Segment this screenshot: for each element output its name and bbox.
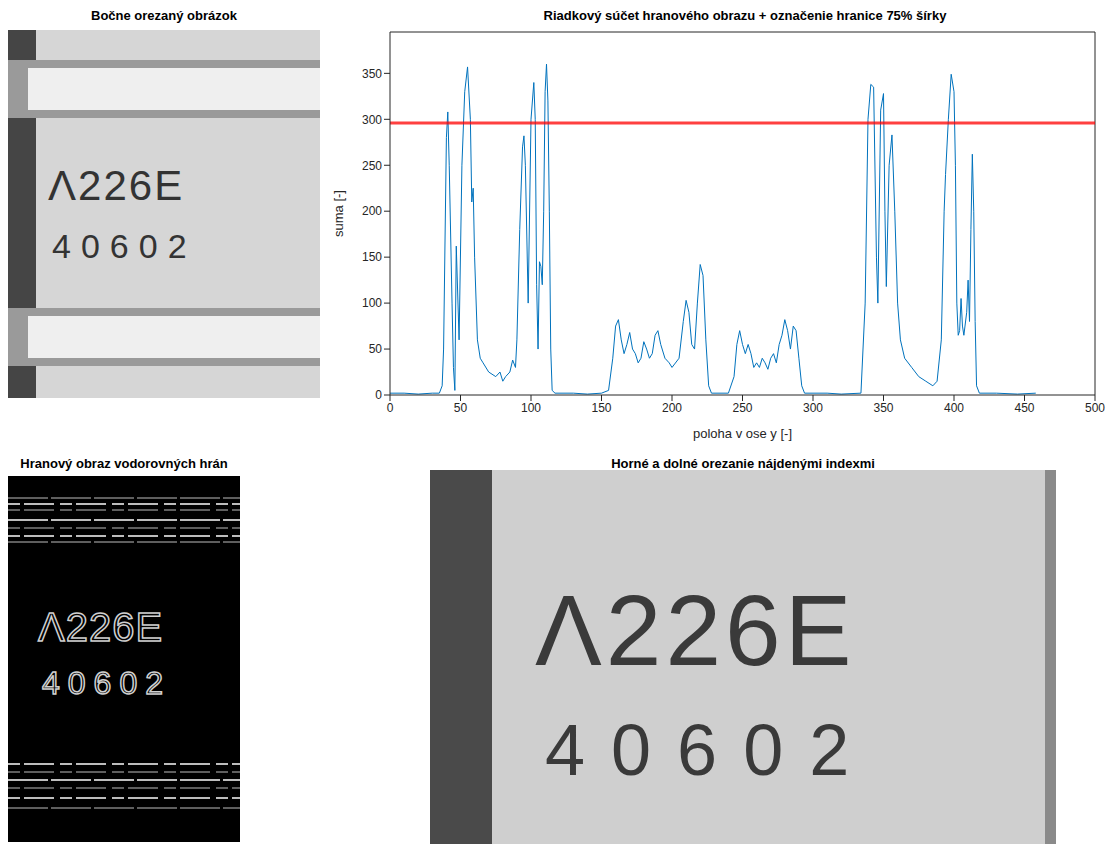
svg-text:poloha v ose y [-]: poloha v ose y [-] [693, 426, 792, 441]
svg-text:500: 500 [1085, 401, 1105, 415]
svg-text:250: 250 [362, 159, 382, 173]
svg-text:400: 400 [944, 401, 964, 415]
svg-text:200: 200 [362, 204, 382, 218]
svg-text:100: 100 [362, 296, 382, 310]
svg-text:40602: 40602 [42, 665, 171, 701]
svg-text:50: 50 [369, 342, 383, 356]
svg-text:0: 0 [387, 401, 394, 415]
svg-text:300: 300 [362, 113, 382, 127]
svg-text:350: 350 [362, 67, 382, 81]
svg-text:Λ226E: Λ226E [535, 574, 855, 686]
svg-text:40602: 40602 [52, 227, 197, 265]
svg-text:150: 150 [591, 401, 611, 415]
svg-text:0: 0 [375, 388, 382, 402]
html-text:Horné a dolné orezanie nájdený: Horné a dolné orezanie nájdenými indexmi [611, 456, 875, 471]
html-text:Bočne orezaný obrázok: Bočne orezaný obrázok [91, 8, 237, 23]
svg-text:100: 100 [521, 401, 541, 415]
svg-text:350: 350 [873, 401, 893, 415]
html-text:Hranový obraz vodorovných hrán: Hranový obraz vodorovných hrán [20, 456, 228, 471]
svg-text:250: 250 [732, 401, 752, 415]
svg-text:200: 200 [662, 401, 682, 415]
svg-text:Λ226E: Λ226E [48, 162, 184, 209]
svg-text:150: 150 [362, 250, 382, 264]
html-text:Riadkový súčet hranového obraz: Riadkový súčet hranového obrazu + označe… [543, 8, 947, 23]
svg-text:300: 300 [803, 401, 823, 415]
svg-text:Λ226E: Λ226E [38, 605, 163, 649]
svg-text:50: 50 [454, 401, 468, 415]
svg-text:450: 450 [1014, 401, 1034, 415]
svg-text:40602: 40602 [545, 710, 875, 790]
svg-text:suma [-]: suma [-] [331, 190, 346, 237]
